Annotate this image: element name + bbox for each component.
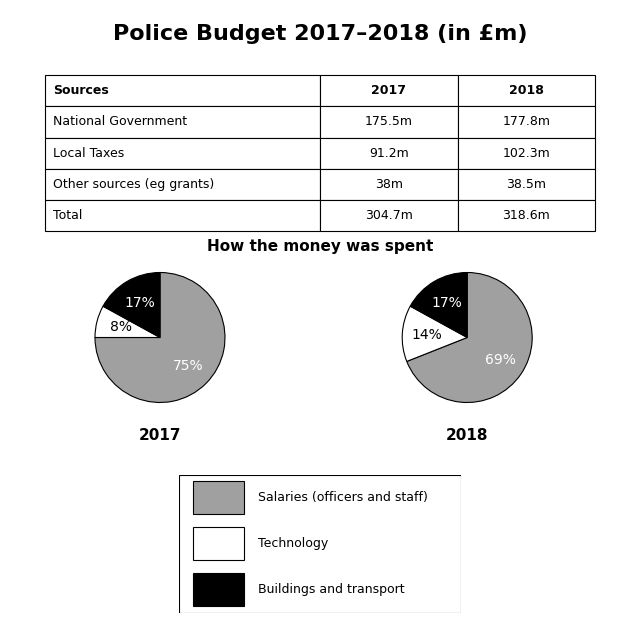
Text: 2018: 2018 [446, 429, 488, 444]
Text: 102.3m: 102.3m [502, 147, 550, 159]
Text: Police Budget 2017–2018 (in £m): Police Budget 2017–2018 (in £m) [113, 24, 527, 44]
Text: 175.5m: 175.5m [365, 116, 413, 128]
Text: How the money was spent: How the money was spent [207, 239, 433, 254]
Bar [45, 169, 320, 200]
Text: Total: Total [53, 209, 83, 222]
Text: 2017: 2017 [371, 84, 406, 97]
Wedge shape [95, 306, 160, 338]
Wedge shape [410, 272, 467, 338]
Bar [193, 528, 244, 560]
Text: 14%: 14% [412, 328, 442, 342]
Bar [458, 75, 595, 106]
Text: Buildings and transport: Buildings and transport [258, 583, 404, 596]
Wedge shape [407, 272, 532, 402]
Bar [458, 106, 595, 138]
Text: Salaries (officers and staff): Salaries (officers and staff) [258, 491, 428, 504]
Bar [320, 138, 458, 169]
Text: 91.2m: 91.2m [369, 147, 409, 159]
Bar [320, 169, 458, 200]
Text: 17%: 17% [124, 296, 155, 310]
Text: National Government: National Government [53, 116, 187, 128]
Text: 75%: 75% [173, 359, 204, 373]
Bar [193, 573, 244, 606]
Text: 8%: 8% [110, 321, 132, 334]
Bar [45, 200, 320, 231]
Bar [45, 75, 320, 106]
Bar [45, 138, 320, 169]
Text: 304.7m: 304.7m [365, 209, 413, 222]
Text: 318.6m: 318.6m [502, 209, 550, 222]
Bar [458, 138, 595, 169]
Text: 38.5m: 38.5m [506, 178, 547, 191]
Text: Other sources (eg grants): Other sources (eg grants) [53, 178, 214, 191]
Bar [458, 200, 595, 231]
Bar [458, 169, 595, 200]
Wedge shape [402, 306, 467, 361]
Text: 2018: 2018 [509, 84, 544, 97]
Bar [193, 481, 244, 514]
Text: Local Taxes: Local Taxes [53, 147, 124, 159]
Text: 177.8m: 177.8m [502, 116, 550, 128]
Text: 2017: 2017 [139, 429, 181, 444]
Bar [320, 106, 458, 138]
Text: Sources: Sources [53, 84, 109, 97]
Text: Technology: Technology [258, 538, 328, 550]
Bar [45, 106, 320, 138]
Wedge shape [95, 272, 225, 402]
Wedge shape [103, 272, 160, 338]
Bar [320, 200, 458, 231]
Text: 17%: 17% [431, 296, 462, 310]
Text: 38m: 38m [375, 178, 403, 191]
Text: 69%: 69% [485, 353, 516, 367]
Bar [320, 75, 458, 106]
